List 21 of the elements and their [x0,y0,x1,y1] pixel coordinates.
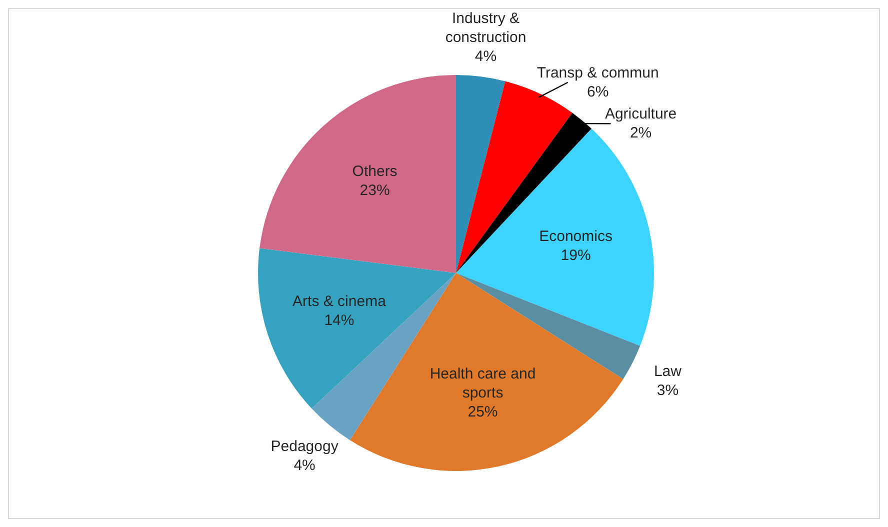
slice-label: Economics [539,228,612,246]
slice-label: Law [654,362,682,380]
data-label: 4% [474,48,497,65]
slice-label: Arts & cinema [292,292,387,310]
data-label: 6% [587,83,609,100]
pie-slice [260,75,456,273]
data-label: 4% [294,457,316,474]
data-label: 25% [468,403,498,420]
pie-slice [456,75,506,273]
data-label: 23% [360,182,390,199]
data-label: 3% [656,382,679,399]
slice-label: Others [352,162,398,180]
slice-label: Agriculture [604,106,677,123]
data-label: 2% [630,124,652,142]
slice-label: Pedagogy [270,438,339,456]
data-label: 14% [324,312,354,329]
slice-label: Industry & construction [445,10,526,46]
slice-label: Health care and sports [430,365,536,402]
pie-slice [456,128,654,346]
slice-label: Transp & commun [536,64,659,82]
data-label: 19% [560,247,591,264]
